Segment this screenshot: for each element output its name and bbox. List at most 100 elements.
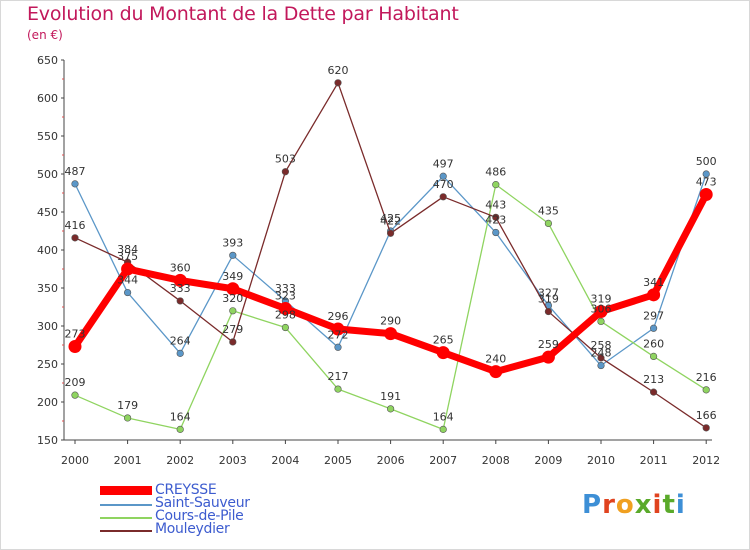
- data-point: [123, 414, 132, 422]
- data-point: [176, 425, 184, 433]
- data-point: [173, 273, 187, 287]
- legend-label-creysse: CREYSSE: [155, 482, 217, 498]
- data-point: [229, 307, 237, 315]
- data-label: 497: [433, 157, 454, 170]
- x-tick-label: 2012: [692, 454, 720, 467]
- data-point: [597, 317, 605, 326]
- x-tick-label: 2001: [114, 454, 142, 467]
- data-label: 272: [328, 328, 349, 341]
- data-label: 319: [538, 293, 559, 306]
- y-tick-label: 450: [37, 206, 58, 219]
- data-point: [492, 213, 500, 221]
- chart-title: Evolution du Montant de la Dette par Hab…: [27, 3, 459, 25]
- data-point: [226, 282, 240, 296]
- legend-label-cours-de-pile: Cours-de-Pile: [155, 508, 244, 524]
- data-label: 384: [117, 243, 138, 256]
- data-label: 273: [65, 328, 86, 341]
- data-label: 265: [433, 334, 454, 347]
- y-tick-label: 150: [37, 434, 58, 447]
- data-point: [649, 388, 658, 396]
- y-tick-label: 250: [37, 358, 58, 371]
- x-tick-label: 2006: [377, 454, 405, 467]
- data-point: [544, 307, 553, 316]
- data-label: 217: [328, 370, 349, 383]
- data-label: 306: [591, 302, 612, 315]
- y-tick-label: 200: [37, 396, 58, 409]
- y-tick-label: 550: [37, 130, 58, 143]
- data-point: [176, 349, 184, 357]
- data-point: [387, 405, 395, 413]
- data-point: [492, 228, 500, 237]
- data-point: [334, 343, 342, 351]
- data-point: [649, 324, 658, 332]
- legend-label-mouleydier: Mouleydier: [155, 521, 230, 537]
- data-label: 179: [117, 399, 138, 412]
- y-tick-label: 400: [37, 244, 58, 257]
- data-label: 298: [275, 309, 296, 322]
- data-point: [594, 305, 608, 319]
- legend-label-saint-sauveur: Saint-Sauveur: [155, 495, 250, 511]
- x-tick-label: 2003: [219, 454, 247, 467]
- data-label: 435: [538, 204, 559, 217]
- data-point: [439, 193, 447, 201]
- data-point: [699, 188, 713, 202]
- x-tick-label: 2002: [166, 454, 194, 467]
- data-point: [597, 354, 605, 362]
- data-label: 320: [222, 292, 243, 305]
- legend-swatch-mouleydier: [100, 530, 152, 532]
- proxiti-logo: Proxiti: [582, 490, 686, 520]
- data-label: 375: [117, 250, 138, 263]
- x-tick-label: 2000: [61, 454, 89, 467]
- data-point: [702, 424, 710, 432]
- data-point: [597, 361, 605, 370]
- data-point: [647, 288, 661, 302]
- data-point: [334, 79, 342, 87]
- data-label: 248: [591, 347, 612, 360]
- data-point: [278, 302, 292, 316]
- data-label: 425: [380, 212, 401, 225]
- data-label: 360: [170, 261, 191, 274]
- y-tick-label: 300: [37, 320, 58, 333]
- data-point: [281, 323, 290, 332]
- y-tick-label: 350: [37, 282, 58, 295]
- data-point: [702, 170, 710, 178]
- data-label: 333: [275, 282, 296, 295]
- data-label: 164: [433, 410, 454, 423]
- y-tick-label: 650: [37, 54, 58, 67]
- data-label: 503: [275, 153, 296, 166]
- data-label: 164: [170, 410, 191, 423]
- series-line-mouleydier: [74, 82, 707, 429]
- data-point: [439, 425, 447, 433]
- data-point: [121, 262, 135, 276]
- data-point: [334, 385, 342, 393]
- data-label: 166: [696, 409, 717, 422]
- data-label: 213: [643, 373, 664, 386]
- data-label: 296: [328, 310, 349, 323]
- data-label: 327: [538, 286, 559, 299]
- data-label: 319: [591, 293, 612, 306]
- x-tick-label: 2004: [271, 454, 299, 467]
- data-label: 216: [696, 371, 717, 384]
- data-label: 279: [222, 323, 243, 336]
- data-label: 258: [591, 339, 612, 352]
- data-point: [71, 180, 79, 188]
- data-point: [281, 168, 290, 176]
- data-point: [331, 322, 345, 336]
- data-label: 443: [485, 198, 506, 211]
- x-tick-label: 2007: [429, 454, 457, 467]
- data-point: [123, 288, 132, 297]
- data-label: 297: [643, 309, 664, 322]
- data-label: 341: [643, 276, 664, 289]
- data-point: [229, 251, 237, 259]
- y-tick-label: 600: [37, 92, 58, 105]
- data-label: 423: [485, 214, 506, 227]
- data-point: [384, 327, 398, 341]
- data-label: 191: [380, 390, 401, 403]
- data-label: 473: [696, 176, 717, 189]
- data-point: [541, 350, 555, 364]
- data-label: 344: [117, 274, 138, 287]
- data-point: [68, 340, 82, 354]
- legend-swatch-saint-sauveur: [100, 504, 152, 506]
- data-label: 259: [538, 338, 559, 351]
